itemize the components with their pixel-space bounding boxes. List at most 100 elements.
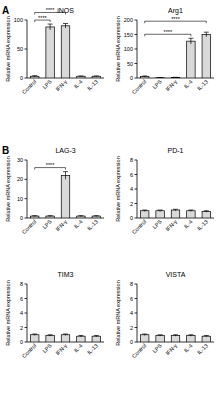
y-tick-label: 4 bbox=[130, 186, 133, 192]
significance-label: **** bbox=[171, 16, 180, 22]
error-cap bbox=[204, 32, 209, 33]
error-cap bbox=[94, 335, 99, 336]
y-tick bbox=[25, 20, 28, 21]
y-tick bbox=[135, 63, 138, 64]
bar bbox=[46, 216, 54, 218]
x-tick-label: IFN-γ bbox=[54, 342, 68, 356]
error-bar bbox=[94, 215, 99, 217]
y-tick bbox=[135, 174, 138, 175]
bar bbox=[46, 335, 54, 342]
y-tick-label: 0 bbox=[130, 75, 133, 81]
y-tick bbox=[135, 218, 138, 219]
x-tick-label: LPS bbox=[41, 78, 53, 90]
y-tick bbox=[135, 160, 138, 161]
bar bbox=[61, 335, 69, 342]
y-axis-label: Relative mRNA expression bbox=[5, 16, 11, 81]
bar bbox=[30, 335, 38, 342]
x-tick-label: IL-4 bbox=[73, 78, 84, 89]
chart-title: Arg1 bbox=[168, 7, 183, 15]
y-tick-label: 200 bbox=[124, 17, 133, 23]
x-tick-label: IL-13 bbox=[196, 342, 209, 355]
chart: VISTARelative mRNA expression02468Contro… bbox=[115, 271, 214, 359]
bar bbox=[30, 76, 38, 78]
y-tick bbox=[135, 34, 138, 35]
x-tick-label: IFN-γ bbox=[54, 218, 68, 232]
x-tick-label: LPS bbox=[151, 78, 163, 90]
error-cap bbox=[32, 215, 37, 216]
error-cap bbox=[32, 75, 37, 76]
error-bar bbox=[94, 335, 99, 336]
x-tick-label: IL-13 bbox=[86, 342, 99, 355]
bar bbox=[92, 76, 100, 78]
error-bar bbox=[158, 77, 163, 78]
significance-label: **** bbox=[164, 29, 173, 35]
y-tick bbox=[25, 298, 28, 299]
error-bar bbox=[158, 335, 163, 336]
x-tick-label: IL-13 bbox=[86, 218, 99, 231]
bar bbox=[202, 336, 210, 342]
bar bbox=[30, 216, 38, 218]
error-cap bbox=[142, 334, 147, 335]
y-tick bbox=[25, 218, 28, 219]
y-tick bbox=[25, 160, 28, 161]
y-tick bbox=[135, 20, 138, 21]
chart-title: LAG-3 bbox=[55, 147, 75, 154]
bar bbox=[140, 77, 148, 78]
y-tick bbox=[135, 298, 138, 299]
error-cap bbox=[158, 77, 163, 78]
error-cap bbox=[78, 75, 83, 76]
error-stem bbox=[65, 172, 66, 180]
y-tick bbox=[25, 327, 28, 328]
x-tick-label: IL-13 bbox=[86, 78, 99, 91]
error-cap bbox=[94, 75, 99, 76]
error-cap bbox=[204, 210, 209, 211]
y-tick-label: 4 bbox=[130, 310, 133, 316]
x-tick-label: IL-4 bbox=[183, 78, 194, 89]
x-tick-label: LPS bbox=[41, 218, 53, 230]
y-axis-label: Relative mRNA expression bbox=[115, 156, 121, 221]
bar bbox=[187, 335, 195, 342]
error-bar bbox=[63, 172, 68, 180]
plot-area bbox=[140, 32, 210, 78]
bar bbox=[46, 27, 54, 78]
y-tick-label: 8 bbox=[130, 157, 133, 163]
y-tick-label: 6 bbox=[130, 172, 133, 178]
plot-area bbox=[140, 209, 210, 218]
y-tick-label: 50 bbox=[127, 61, 133, 67]
chart: AiNOSRelative mRNA expression050100Contr… bbox=[2, 5, 104, 95]
y-tick bbox=[135, 313, 138, 314]
y-tick-label: 50 bbox=[17, 46, 23, 52]
chart: TIM3Relative mRNA expression02468Control… bbox=[5, 271, 104, 359]
x-tick-label: LPS bbox=[151, 342, 163, 354]
bar bbox=[171, 210, 179, 218]
x-tick-label: IL-4 bbox=[73, 342, 84, 353]
y-tick bbox=[25, 78, 28, 79]
error-bar bbox=[94, 75, 99, 77]
chart-title: PD-1 bbox=[168, 147, 184, 154]
x-tick-label: IFN-γ bbox=[164, 342, 178, 356]
error-cap bbox=[204, 335, 209, 336]
x-tick-label: Control bbox=[131, 78, 148, 95]
error-bar bbox=[173, 77, 178, 78]
x-tick-label: IFN-γ bbox=[54, 78, 68, 92]
error-cap bbox=[188, 38, 193, 39]
x-tick-label: Control bbox=[21, 78, 38, 95]
y-tick-label: 0 bbox=[130, 339, 133, 345]
bar bbox=[156, 335, 164, 342]
x-tick-label: LPS bbox=[151, 218, 163, 230]
bar bbox=[61, 175, 69, 218]
error-bar bbox=[204, 32, 209, 37]
error-cap bbox=[78, 215, 83, 216]
y-tick bbox=[135, 327, 138, 328]
error-cap bbox=[158, 334, 163, 335]
y-tick-label: 100 bbox=[14, 17, 23, 23]
y-tick bbox=[135, 78, 138, 79]
y-axis bbox=[27, 160, 28, 218]
chart: Arg1Relative mRNA expression050100150200… bbox=[115, 7, 214, 95]
bar bbox=[202, 211, 210, 218]
significance-label: **** bbox=[38, 15, 47, 21]
error-cap bbox=[63, 23, 68, 24]
x-tick-label: IL-13 bbox=[196, 78, 209, 91]
plot-area bbox=[30, 23, 100, 78]
error-bar bbox=[142, 210, 147, 211]
